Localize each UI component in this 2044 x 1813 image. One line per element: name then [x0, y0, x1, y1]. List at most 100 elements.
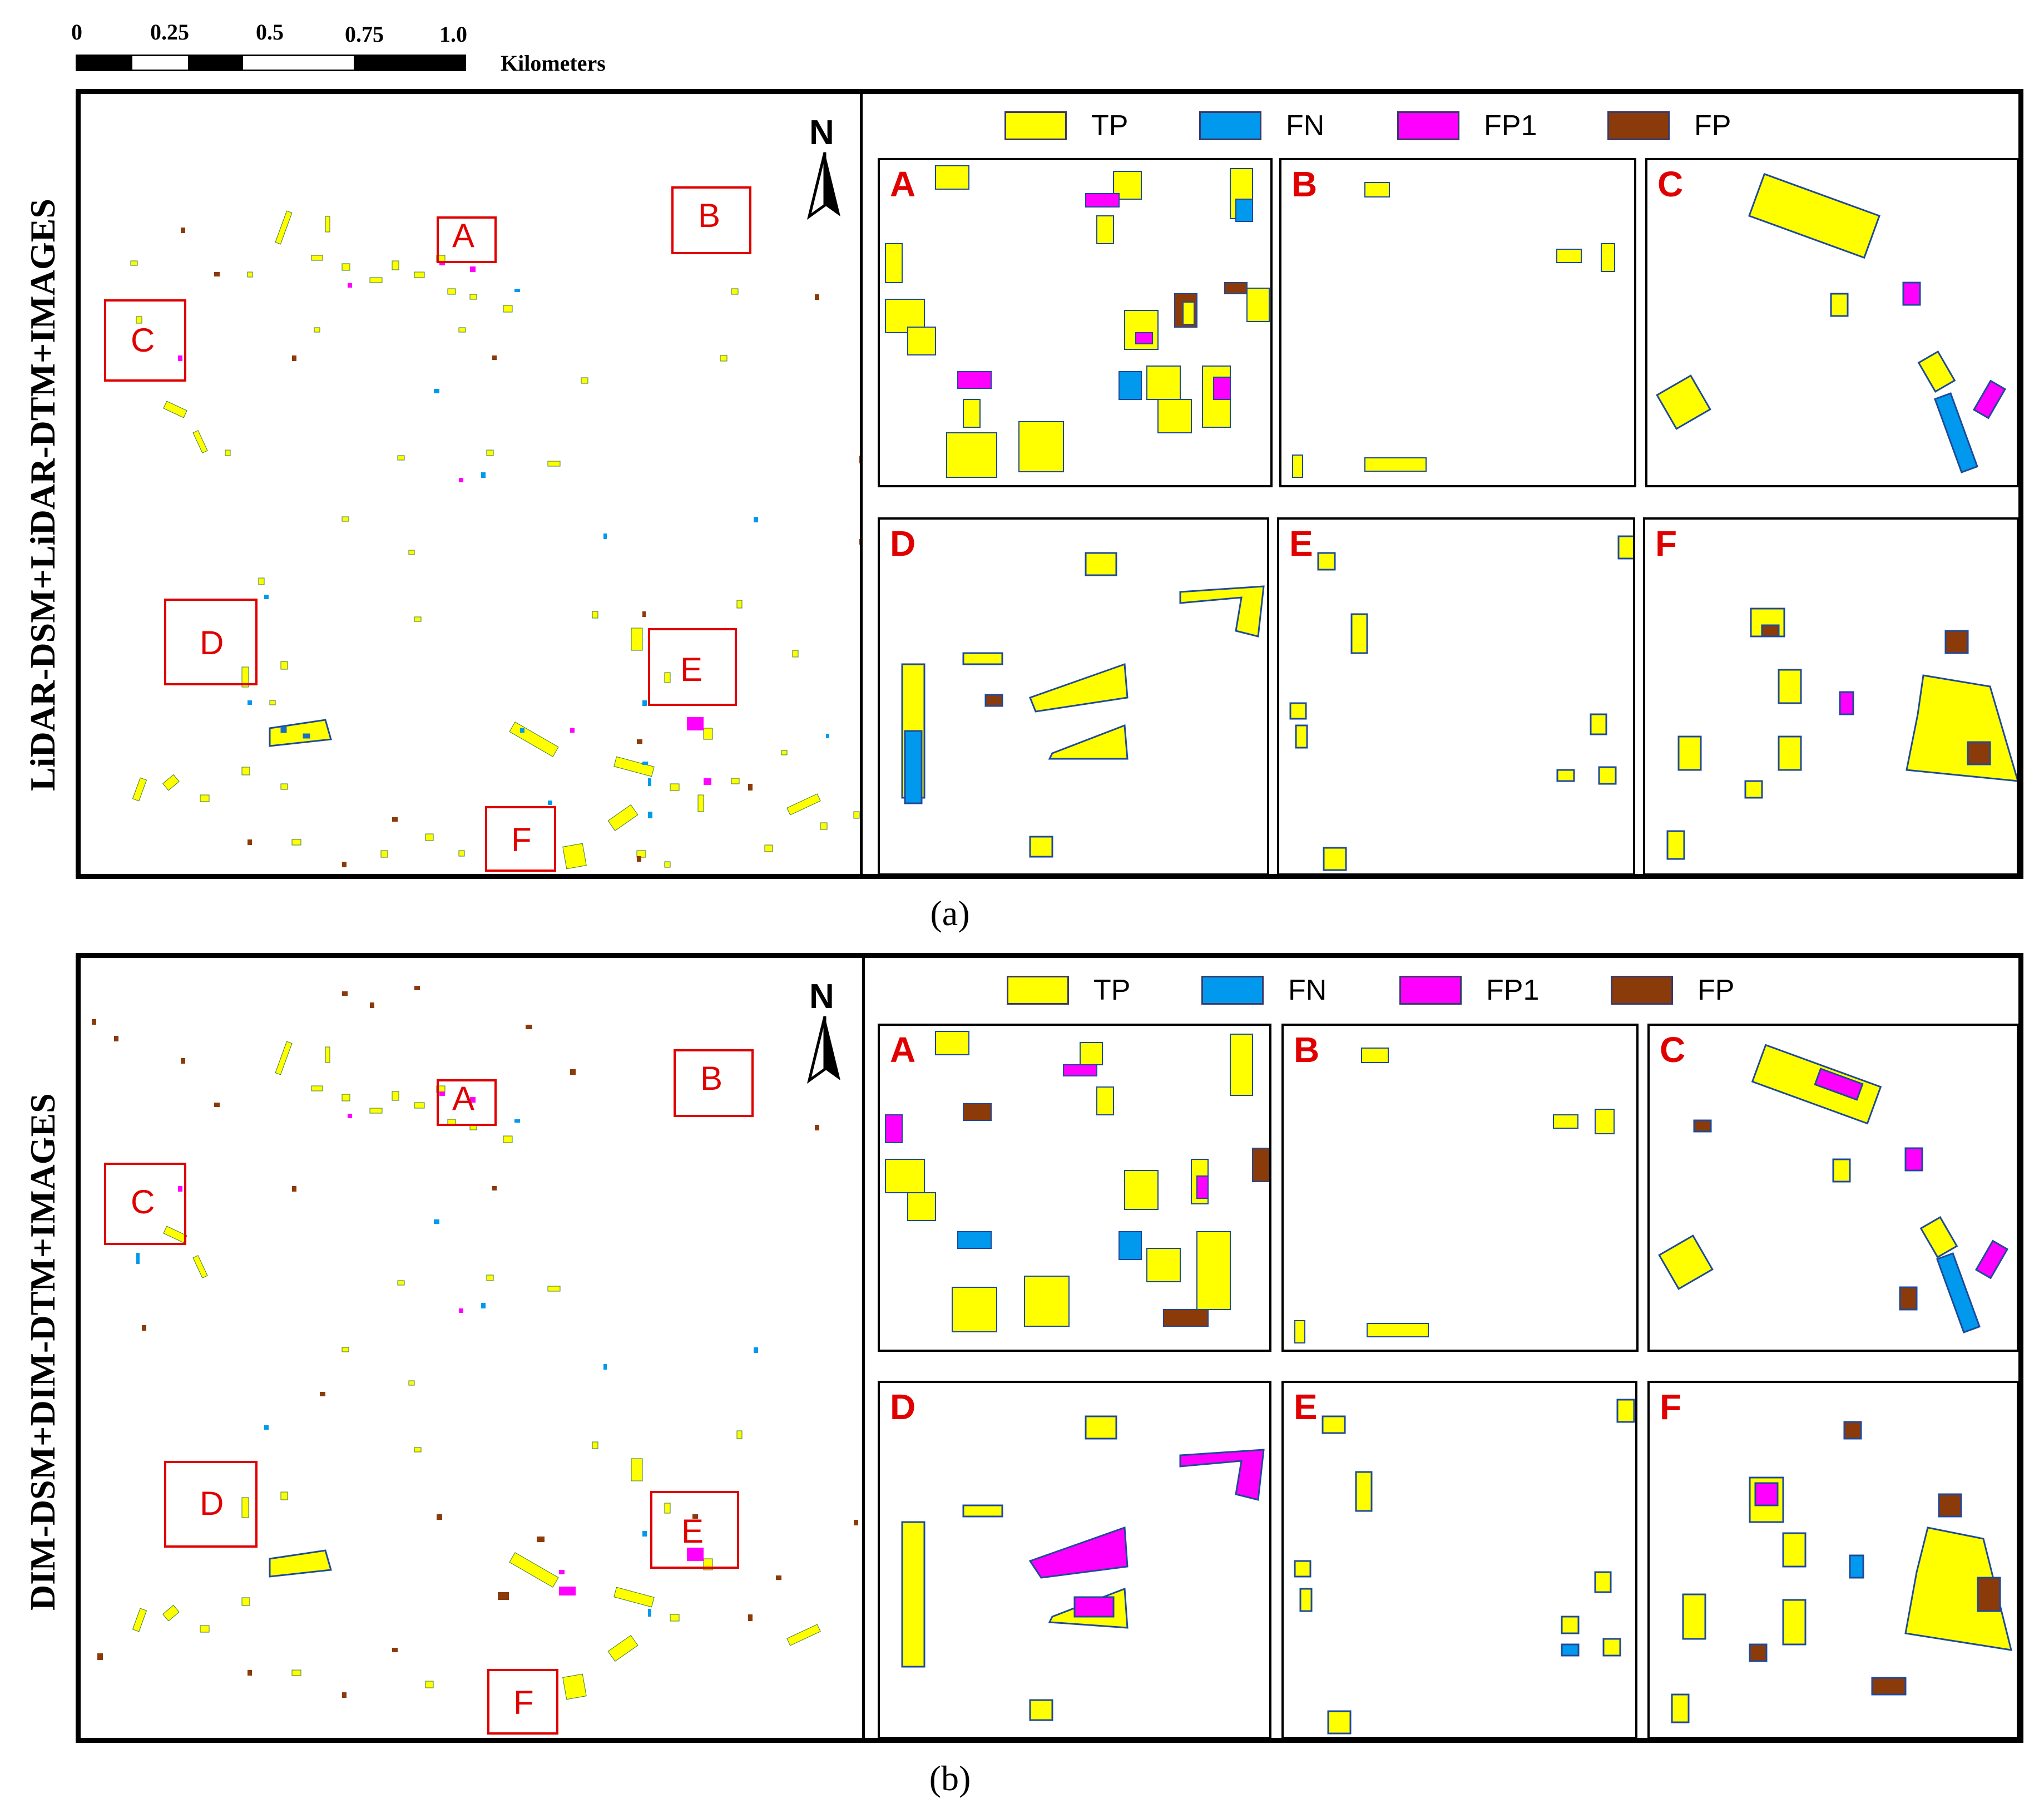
panel-b-inset-letter-e: E	[1294, 1387, 1318, 1427]
fn-swatch	[1201, 976, 1264, 1005]
panel-b-region-label-e: E	[681, 1513, 704, 1550]
panel-a-region-box-f	[485, 806, 556, 872]
panel-a-region-label-b: B	[698, 197, 721, 234]
panel-a-region-box-b	[671, 186, 751, 254]
legend-label-tp: TP	[1093, 974, 1131, 1006]
scale-tick-0: 0	[71, 19, 82, 45]
panel-a-inset-d: D	[878, 517, 1269, 876]
panel-a-inset-letter-a: A	[890, 164, 916, 204]
panel-b-divider	[862, 956, 865, 1738]
fn-swatch	[1199, 111, 1261, 140]
fp-swatch	[1611, 976, 1673, 1005]
tp-swatch	[1007, 976, 1069, 1005]
panel-b-inset-e-map	[1294, 1399, 1635, 1735]
panel-a-legend-fn: FN	[1199, 109, 1324, 142]
panel-b-region-box-e	[650, 1491, 739, 1569]
panel-b-inset-letter-d: D	[890, 1387, 916, 1427]
panel-b-region-box-d	[164, 1461, 258, 1548]
panel-b-legend-fp1: FP1	[1399, 974, 1539, 1007]
panel-a-inset-b: B	[1279, 158, 1636, 487]
panel-b-region-box-b	[674, 1049, 754, 1117]
legend-label-fp1: FP1	[1486, 974, 1540, 1006]
panel-b-north-label: N	[809, 977, 834, 1016]
panel-a-legend-tp: TP	[1004, 109, 1128, 142]
panel-b-inset-c-map	[1658, 1044, 2009, 1333]
panel-b-region-box-c	[104, 1163, 186, 1245]
panel-a-region-label-d: D	[200, 624, 224, 661]
fp-swatch	[1607, 111, 1670, 140]
panel-a-inset-a-map	[885, 165, 1270, 478]
panel-a-inset-letter-e: E	[1289, 523, 1313, 564]
panel-a-region-box-d	[164, 599, 258, 685]
panel-a-inset-letter-d: D	[890, 523, 916, 564]
panel-b-inset-c: C	[1647, 1024, 2019, 1352]
scale-tick-05: 0.5	[256, 19, 284, 45]
panel-a-region-label-e: E	[680, 651, 703, 688]
scale-tick-10: 1.0	[439, 22, 467, 47]
panel-b-legend-fn: FN	[1201, 974, 1327, 1007]
caption-a: (a)	[930, 893, 970, 933]
panel-a-inset-e: E	[1277, 517, 1635, 876]
panel-b-region-label-a: A	[452, 1080, 475, 1117]
panel-a-inset-letter-c: C	[1657, 164, 1684, 204]
scale-tick-075: 0.75	[345, 22, 384, 47]
panel-b-region-label-c: C	[131, 1183, 155, 1221]
panel-a-divider	[860, 92, 863, 875]
panel-b-inset-b-map	[1294, 1048, 1615, 1343]
legend-label-fn: FN	[1288, 974, 1327, 1006]
panel-a-legend-fp1: FP1	[1397, 109, 1537, 142]
panel-b-region-label-b: B	[700, 1060, 723, 1097]
legend-label-fp: FP	[1694, 110, 1731, 142]
panel-a-north-arrow-icon: N	[806, 113, 840, 220]
panel-b-legend-fp: FP	[1611, 974, 1734, 1007]
panel-a-overview-map	[130, 210, 863, 870]
panel-b-inset-d: D	[878, 1381, 1271, 1739]
panel-b-inset-letter-f: F	[1660, 1387, 1682, 1427]
panel-a-region-label-c: C	[131, 322, 155, 359]
panel-a-inset-a: A	[878, 158, 1273, 487]
legend-label-fn: FN	[1286, 110, 1325, 142]
legend-label-tp: TP	[1091, 110, 1129, 142]
panel-b-legend-tp: TP	[1007, 974, 1130, 1007]
scale-unit-label: Kilometers	[501, 51, 606, 76]
panel-a-north-label: N	[809, 113, 834, 152]
panel-b-inset-letter-a: A	[890, 1030, 916, 1070]
panel-a-legend-fp: FP	[1607, 109, 1731, 142]
panel-a-inset-c-map	[1656, 172, 2007, 473]
panel-a-region-box-e	[648, 628, 737, 706]
panel-a-inset-d-map	[901, 552, 1265, 858]
fp1-swatch	[1399, 976, 1462, 1005]
panel-a-region-label-a: A	[452, 217, 475, 254]
panel-a-inset-f-map	[1666, 607, 2017, 860]
panel-b-inset-letter-c: C	[1660, 1030, 1686, 1070]
panel-b-side-label: DIM-DSM+DIM-DTM+IMAGES	[23, 1093, 62, 1611]
panel-a-side-label: LiDAR-DSM+LiDAR-DTM+IMAGES	[23, 199, 62, 792]
panel-a-region-box-a	[437, 216, 497, 263]
panel-a-region-box-c	[104, 299, 186, 382]
legend-label-fp: FP	[1697, 974, 1735, 1006]
panel-b-overview-map	[92, 986, 858, 1700]
panel-b-inset-d-map	[901, 1415, 1265, 1721]
panel-b-inset-a-map	[885, 1031, 1269, 1332]
panel-b-region-box-f	[487, 1669, 558, 1735]
legend-label-fp1: FP1	[1484, 110, 1537, 142]
panel-a-inset-b-map	[1292, 182, 1615, 478]
panel-a-region-label-f: F	[511, 821, 532, 858]
panel-a-building-footprints	[130, 210, 863, 870]
panel-a-inset-letter-b: B	[1291, 164, 1318, 204]
panel-b-region-label-f: F	[513, 1684, 534, 1721]
panel-a-inset-c: C	[1645, 158, 2019, 487]
panel-b-building-footprints	[92, 986, 858, 1700]
fp1-swatch	[1397, 111, 1459, 140]
panel-b-inset-a: A	[878, 1024, 1271, 1352]
panel-b-inset-f-map	[1671, 1421, 2013, 1723]
panel-b-inset-letter-b: B	[1294, 1030, 1320, 1070]
scale-bar	[76, 55, 466, 71]
panel-b-inset-b: B	[1281, 1024, 1639, 1352]
panel-b-region-label-d: D	[200, 1485, 224, 1522]
scale-tick-025: 0.25	[150, 19, 189, 45]
panel-b-inset-f: F	[1647, 1381, 2019, 1739]
panel-b-north-arrow-icon: N	[806, 977, 840, 1084]
caption-b: (b)	[929, 1758, 971, 1798]
tp-swatch	[1004, 111, 1067, 140]
